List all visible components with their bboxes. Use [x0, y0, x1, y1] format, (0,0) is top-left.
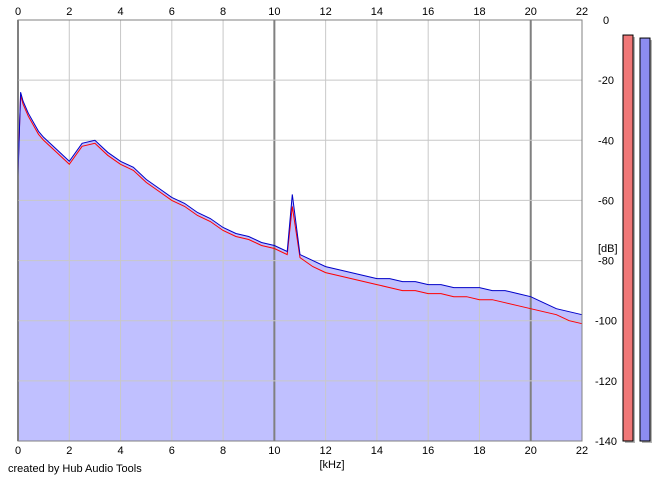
y-tick-label--120: -120 [595, 376, 617, 388]
x-tick-label-bottom-18: 18 [473, 445, 485, 457]
x-tick-labels-top: 0 2 4 6 8 10 12 14 16 18 20 22 [15, 6, 588, 18]
series-line-right [17, 92, 583, 316]
y-axis-label: [dB] [598, 243, 618, 255]
x-tick-label-top-8: 8 [220, 6, 226, 18]
x-tick-label-bottom-10: 10 [268, 445, 280, 457]
credit-text: created by Hub Audio Tools [8, 463, 142, 475]
x-tick-label-bottom-4: 4 [117, 445, 123, 457]
x-tick-label-top-4: 4 [117, 6, 123, 18]
x-tick-label-top-0: 0 [15, 6, 21, 18]
x-tick-label-top-16: 16 [422, 6, 434, 18]
x-tick-label-top-18: 18 [473, 6, 485, 18]
level-meter-left [622, 34, 634, 442]
x-tick-label-bottom-6: 6 [169, 445, 175, 457]
x-tick-label-bottom-22: 22 [576, 445, 588, 457]
x-tick-label-bottom-14: 14 [371, 445, 383, 457]
x-tick-labels-bottom: 0 2 4 6 8 10 12 14 16 18 20 22 [15, 445, 588, 457]
series-line-left [17, 95, 583, 325]
x-tick-label-bottom-16: 16 [422, 445, 434, 457]
x-tick-label-top-2: 2 [66, 6, 72, 18]
y-tick-label--140: -140 [595, 436, 617, 448]
level-meters [622, 34, 652, 444]
y-tick-labels: 0 -20 -40 -60 -80 -100 -120 -140 [595, 15, 617, 448]
plot-border [17, 19, 583, 442]
level-meter-right [639, 37, 651, 442]
y-tick-label-0: 0 [603, 15, 609, 27]
y-tick-label--20: -20 [598, 75, 614, 87]
x-tick-label-bottom-2: 2 [66, 445, 72, 457]
x-tick-label-bottom-8: 8 [220, 445, 226, 457]
x-axis-label: [kHz] [319, 459, 344, 471]
y-tick-label--40: -40 [598, 135, 614, 147]
y-tick-label--80: -80 [598, 256, 614, 268]
grid [17, 19, 583, 442]
spectrum-fill [18, 92, 582, 441]
x-tick-label-top-20: 20 [525, 6, 537, 18]
x-tick-label-top-12: 12 [320, 6, 332, 18]
x-tick-label-top-10: 10 [268, 6, 280, 18]
x-tick-label-bottom-0: 0 [15, 445, 21, 457]
y-tick-label--60: -60 [598, 195, 614, 207]
spectrum-area [18, 92, 582, 441]
x-tick-label-bottom-12: 12 [320, 445, 332, 457]
x-tick-label-top-6: 6 [169, 6, 175, 18]
x-tick-label-top-14: 14 [371, 6, 383, 18]
x-tick-label-bottom-20: 20 [525, 445, 537, 457]
plot-frame [17, 19, 583, 442]
series-layer [17, 92, 583, 325]
x-tick-label-top-22: 22 [576, 6, 588, 18]
y-tick-label--100: -100 [595, 316, 617, 328]
